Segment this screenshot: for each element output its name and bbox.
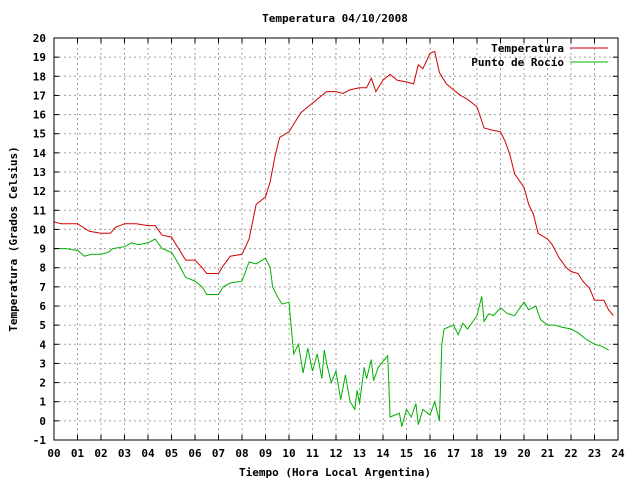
y-tick-label-20: 20 xyxy=(33,32,46,45)
x-tick-label-21: 21 xyxy=(541,447,555,460)
y-tick-label-18: 18 xyxy=(33,70,46,83)
series-line-punto-de-rocio xyxy=(54,238,609,427)
x-tick-label-22: 22 xyxy=(564,447,577,460)
y-tick-label-15: 15 xyxy=(33,128,46,141)
x-tick-label-15: 15 xyxy=(400,447,413,460)
x-tick-label-10: 10 xyxy=(282,447,295,460)
x-tick-label-01: 01 xyxy=(71,447,85,460)
y-tick-label-16: 16 xyxy=(33,109,47,122)
axis-ticks: 00 01 02 03 04 05 06 07 08 09 10 11 12 13 14 15 16 17 18 19… xyxy=(33,32,625,460)
y-tick-label-12: 12 xyxy=(33,185,46,198)
y-tick-label-8: 8 xyxy=(39,262,46,275)
y-tick-label-17: 17 xyxy=(33,89,46,102)
x-tick-label-16: 16 xyxy=(423,447,437,460)
x-tick-label-06: 06 xyxy=(188,447,202,460)
y-tick-label-19: 19 xyxy=(33,51,46,64)
y-tick-label-2: 2 xyxy=(39,377,46,390)
y-axis-label: Temperatura (Grados Celsius) xyxy=(7,146,20,331)
grid xyxy=(54,38,618,440)
chart-title: Temperatura 04/10/2008 xyxy=(262,12,408,25)
legend-label-temperatura: Temperatura xyxy=(491,42,564,55)
x-tick-label-03: 03 xyxy=(118,447,131,460)
x-tick-label-19: 19 xyxy=(494,447,507,460)
y-tick-label-5: 5 xyxy=(39,319,46,332)
y-tick-label-10: 10 xyxy=(33,223,46,236)
x-tick-label-14: 14 xyxy=(376,447,390,460)
x-axis-label: Tiempo (Hora Local Argentina) xyxy=(239,466,431,479)
x-tick-label-13: 13 xyxy=(353,447,366,460)
x-tick-label-04: 04 xyxy=(141,447,155,460)
x-tick-label-12: 12 xyxy=(329,447,342,460)
y-tick-label--1: -1 xyxy=(33,434,47,447)
series-lines xyxy=(53,50,614,427)
x-tick-label-00: 00 xyxy=(47,447,60,460)
y-tick-label-1: 1 xyxy=(39,396,46,409)
y-tick-label-7: 7 xyxy=(39,281,46,294)
y-tick-label-6: 6 xyxy=(39,300,46,313)
legend-label-punto-de-rocio: Punto de Rocío xyxy=(471,56,564,69)
series-line-temperatura xyxy=(53,50,614,316)
y-tick-label-4: 4 xyxy=(39,338,46,351)
y-tick-label-13: 13 xyxy=(33,166,46,179)
y-tick-label-9: 9 xyxy=(39,243,46,256)
x-tick-label-02: 02 xyxy=(94,447,107,460)
y-tick-label-14: 14 xyxy=(33,147,47,160)
y-tick-label-3: 3 xyxy=(39,357,46,370)
x-tick-label-08: 08 xyxy=(235,447,248,460)
x-tick-label-24: 24 xyxy=(611,447,625,460)
y-tick-label-0: 0 xyxy=(39,415,46,428)
x-tick-label-05: 05 xyxy=(165,447,178,460)
x-tick-label-09: 09 xyxy=(259,447,272,460)
x-tick-label-17: 17 xyxy=(447,447,460,460)
x-tick-label-18: 18 xyxy=(470,447,483,460)
y-tick-label-11: 11 xyxy=(33,204,47,217)
x-tick-label-07: 07 xyxy=(212,447,225,460)
x-tick-label-20: 20 xyxy=(517,447,530,460)
x-tick-label-11: 11 xyxy=(306,447,320,460)
x-tick-label-23: 23 xyxy=(588,447,601,460)
